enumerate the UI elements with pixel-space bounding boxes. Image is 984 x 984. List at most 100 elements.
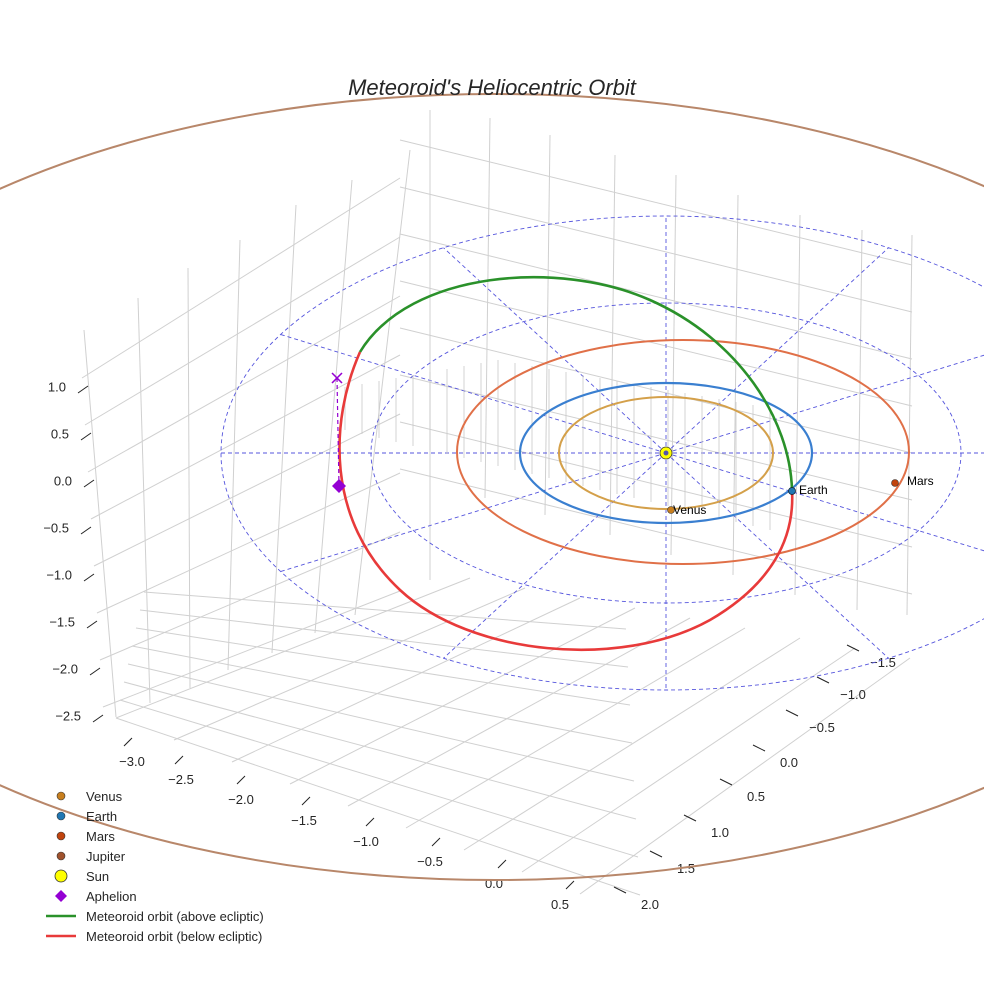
- grid-line: [83, 329, 117, 718]
- axes-box-grid: [81, 110, 913, 896]
- legend-item[interactable]: Aphelion: [36, 886, 264, 906]
- grid-line: [405, 627, 746, 829]
- x-tick-label: −1.5: [291, 813, 317, 828]
- x-tick-mark: [431, 837, 441, 847]
- grid-line: [354, 149, 411, 616]
- circle-icon: [36, 830, 86, 842]
- earth-label: Earth: [799, 483, 828, 497]
- circle-icon: [36, 790, 86, 802]
- grid-line: [115, 717, 641, 896]
- x-tick-mark: [565, 880, 575, 890]
- y-tick-mark: [752, 744, 766, 752]
- legend-label: Aphelion: [86, 888, 137, 904]
- venus-orbit: [558, 396, 774, 510]
- mars-marker: [891, 479, 899, 487]
- grid-line: [856, 229, 863, 611]
- x-tick-label: −1.0: [353, 834, 379, 849]
- y-tick-label: 2.0: [641, 897, 659, 912]
- grid-line: [732, 194, 739, 576]
- legend-item[interactable]: Sun: [36, 866, 264, 886]
- grid-line: [139, 609, 629, 668]
- axis-ticks: 1.0 0.5 0.0 −0.5 −1.0 −1.5 −2.0 −2.5 −3.0 −2.5 −2.…: [43, 379, 896, 912]
- grid-line: [399, 421, 913, 548]
- legend: Venus Earth Mars Jupiter Sun Aphelion Meteoroi…: [36, 786, 264, 946]
- z-tick-mark: [92, 714, 104, 723]
- grid-line: [399, 374, 913, 501]
- x-tick-label: 0.0: [485, 876, 503, 891]
- reference-radial: [665, 452, 984, 552]
- z-tick-mark: [83, 573, 95, 582]
- earth-marker: [788, 487, 796, 495]
- y-tick-mark: [613, 886, 627, 894]
- z-tick-mark: [86, 620, 98, 629]
- legend-line-icon: [36, 933, 86, 939]
- meteoroid-orbit-above: [358, 275, 794, 491]
- y-tick-label: 0.5: [747, 789, 765, 804]
- reference-radial: [665, 354, 984, 454]
- grid-line: [227, 239, 241, 671]
- x-tick-mark: [301, 796, 311, 806]
- legend-item[interactable]: Earth: [36, 806, 264, 826]
- markers: Venus Earth Mars: [331, 372, 934, 517]
- grid-line: [123, 681, 637, 820]
- grid-line: [314, 179, 353, 634]
- grid-line: [794, 214, 801, 596]
- legend-label: Jupiter: [86, 848, 126, 864]
- grid-line: [99, 531, 401, 661]
- reference-radial: [665, 247, 889, 454]
- y-tick-label: −1.5: [870, 655, 896, 670]
- x-tick-mark: [174, 755, 184, 765]
- y-tick-mark: [683, 814, 697, 822]
- grid-line: [143, 591, 627, 630]
- grid-line: [131, 645, 633, 744]
- jupiter-orbit: [0, 93, 984, 881]
- grid-line: [87, 295, 401, 473]
- z-tick-label: 1.0: [48, 379, 66, 394]
- y-tick-mark: [816, 676, 830, 684]
- grid-line: [463, 637, 801, 851]
- grid-line: [84, 236, 401, 426]
- grid-line: [579, 657, 911, 895]
- grid-line: [347, 617, 691, 807]
- grid-line: [399, 186, 913, 313]
- aphelion-x-marker: [331, 372, 343, 384]
- legend-item[interactable]: Venus: [36, 786, 264, 806]
- y-tick-label: 1.5: [677, 861, 695, 876]
- circle-icon: [36, 850, 86, 862]
- grid-line: [399, 468, 913, 595]
- legend-item[interactable]: Meteoroid orbit (above ecliptic): [36, 906, 264, 926]
- grid-line: [135, 627, 631, 706]
- y-tick-label: 0.0: [780, 755, 798, 770]
- grid-line: [484, 117, 491, 499]
- y-tick-mark: [719, 778, 733, 786]
- z-tick-mark: [83, 479, 95, 488]
- aphelion-marker: [332, 479, 346, 493]
- z-tick-mark: [77, 385, 89, 394]
- legend-label: Venus: [86, 788, 123, 804]
- grid-line: [115, 577, 471, 719]
- x-tick-mark: [365, 817, 375, 827]
- legend-label: Meteoroid orbit (below ecliptic): [86, 928, 263, 944]
- venus-label: Venus: [673, 503, 706, 517]
- legend-item[interactable]: Mars: [36, 826, 264, 846]
- grid-line: [399, 233, 913, 360]
- grid-line: [289, 607, 636, 785]
- legend-item[interactable]: Meteoroid orbit (below ecliptic): [36, 926, 264, 946]
- circle-icon: [36, 868, 86, 884]
- y-tick-mark: [649, 850, 663, 858]
- grid-line: [119, 699, 639, 858]
- meteoroid-orbit: [338, 275, 794, 652]
- x-tick-label: −0.5: [417, 854, 443, 869]
- legend-label: Meteoroid orbit (above ecliptic): [86, 908, 264, 924]
- y-tick-mark: [785, 709, 799, 717]
- reference-radial: [443, 452, 667, 659]
- grid-line: [670, 174, 677, 556]
- meteoroid-drop-lines: [344, 360, 771, 530]
- y-tick-label: −0.5: [809, 720, 835, 735]
- aphelion-drop-line: [336, 377, 340, 487]
- z-tick-label: −2.0: [52, 661, 78, 676]
- legend-item[interactable]: Jupiter: [36, 846, 264, 866]
- grid-line: [187, 267, 191, 689]
- grid-line: [399, 327, 913, 454]
